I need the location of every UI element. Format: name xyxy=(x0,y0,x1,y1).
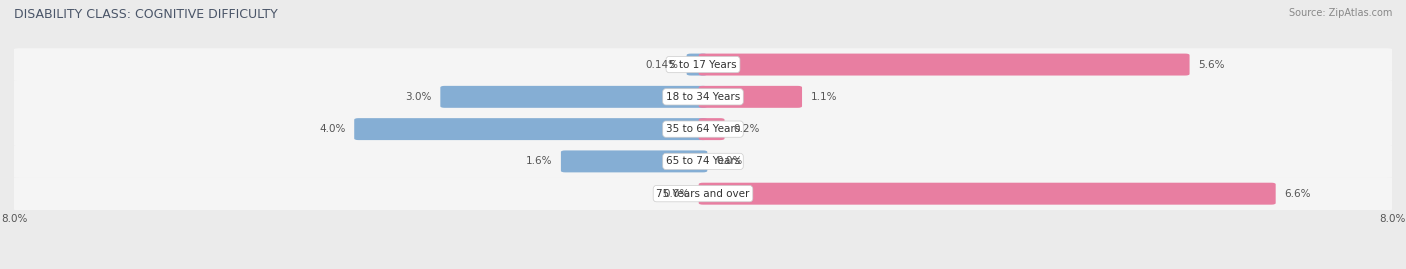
FancyBboxPatch shape xyxy=(6,177,1400,210)
Text: 65 to 74 Years: 65 to 74 Years xyxy=(666,156,740,167)
Text: 0.0%: 0.0% xyxy=(716,156,742,167)
FancyBboxPatch shape xyxy=(3,80,1403,114)
FancyBboxPatch shape xyxy=(699,54,1189,76)
Text: 3.0%: 3.0% xyxy=(405,92,432,102)
Text: 1.6%: 1.6% xyxy=(526,156,553,167)
Text: 5.6%: 5.6% xyxy=(1198,59,1225,70)
Text: 0.2%: 0.2% xyxy=(733,124,759,134)
Text: 0.14%: 0.14% xyxy=(645,59,678,70)
FancyBboxPatch shape xyxy=(686,54,707,76)
Text: 5 to 17 Years: 5 to 17 Years xyxy=(669,59,737,70)
FancyBboxPatch shape xyxy=(699,183,1275,205)
FancyBboxPatch shape xyxy=(6,80,1400,113)
FancyBboxPatch shape xyxy=(6,48,1400,81)
FancyBboxPatch shape xyxy=(440,86,707,108)
Text: 35 to 64 Years: 35 to 64 Years xyxy=(666,124,740,134)
Text: 6.6%: 6.6% xyxy=(1284,189,1310,199)
FancyBboxPatch shape xyxy=(3,145,1403,179)
Text: DISABILITY CLASS: COGNITIVE DIFFICULTY: DISABILITY CLASS: COGNITIVE DIFFICULTY xyxy=(14,8,278,21)
FancyBboxPatch shape xyxy=(3,48,1403,82)
FancyBboxPatch shape xyxy=(561,150,707,172)
Text: 4.0%: 4.0% xyxy=(319,124,346,134)
FancyBboxPatch shape xyxy=(6,113,1400,146)
FancyBboxPatch shape xyxy=(699,118,724,140)
FancyBboxPatch shape xyxy=(3,177,1403,211)
FancyBboxPatch shape xyxy=(6,145,1400,178)
FancyBboxPatch shape xyxy=(354,118,707,140)
Text: 75 Years and over: 75 Years and over xyxy=(657,189,749,199)
Text: Source: ZipAtlas.com: Source: ZipAtlas.com xyxy=(1288,8,1392,18)
FancyBboxPatch shape xyxy=(699,86,801,108)
Text: 18 to 34 Years: 18 to 34 Years xyxy=(666,92,740,102)
FancyBboxPatch shape xyxy=(3,112,1403,147)
Text: 0.0%: 0.0% xyxy=(664,189,690,199)
Text: 1.1%: 1.1% xyxy=(811,92,837,102)
